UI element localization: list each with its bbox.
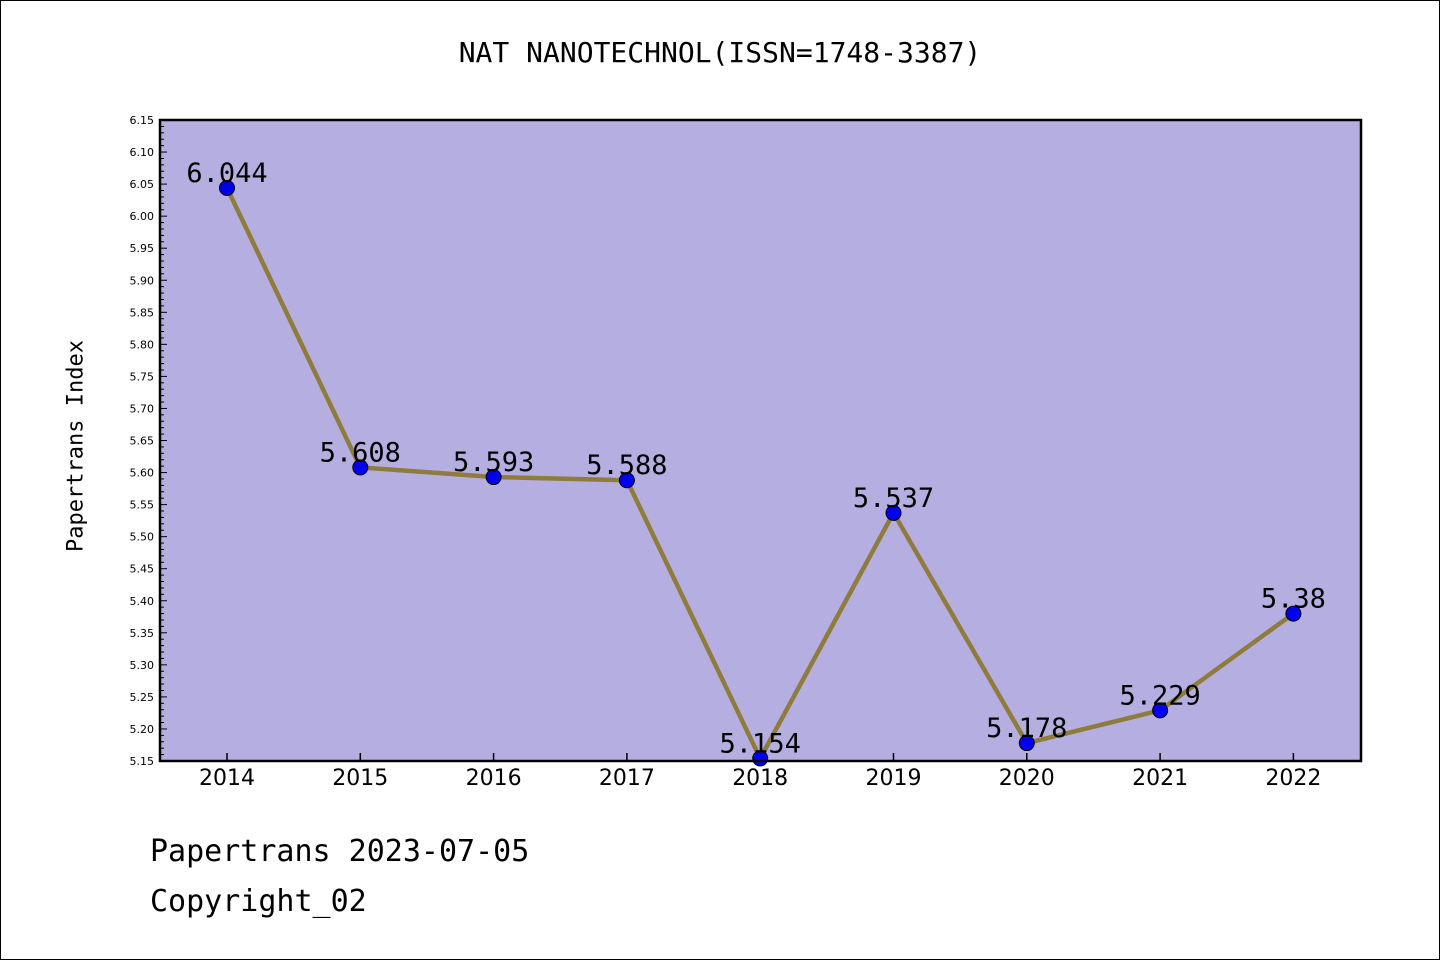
y-tick-label: 5.35	[130, 627, 155, 640]
data-point	[1285, 605, 1302, 622]
x-tick-label: 2014	[199, 766, 255, 791]
data-label: 5.38	[1261, 584, 1326, 615]
x-tick-label: 2018	[732, 766, 788, 791]
data-point	[485, 469, 502, 486]
series-layer: 6.044 5.608 5.593 5.588 5.154 5.537 5.178 5.229…	[186, 158, 1326, 767]
data-point	[1018, 735, 1035, 752]
y-tick-label: 6.15	[130, 114, 155, 127]
y-tick-label: 5.85	[130, 306, 155, 319]
y-tick-label: 5.25	[130, 691, 155, 704]
plot-border	[158, 118, 1363, 763]
y-tick-label: 5.95	[130, 242, 155, 255]
x-tick-label: 2015	[332, 766, 388, 791]
x-tick-label: 2020	[999, 766, 1055, 791]
y-tick-label: 6.00	[130, 210, 155, 223]
plot-area	[160, 120, 1361, 761]
y-tick-label: 5.45	[130, 563, 155, 576]
data-label: 6.044	[186, 158, 267, 189]
x-axis: 2014 2015 2016 2017 2018 2019 2020 2021 2022	[199, 753, 1321, 791]
y-tick-label: 5.20	[130, 723, 155, 736]
x-tick-label: 2019	[866, 766, 922, 791]
y-axis: 5.15 5.20 5.25 5.30 5.35 5.40 5.45 5.50 5.55 5.60…	[130, 114, 167, 768]
y-tick-label: 6.05	[130, 178, 155, 191]
y-tick-label: 6.10	[130, 146, 155, 159]
x-tick-label: 2021	[1132, 766, 1188, 791]
y-tick-label: 5.75	[130, 370, 155, 383]
data-label: 5.588	[586, 450, 667, 481]
data-point	[1152, 702, 1169, 719]
data-label: 5.593	[453, 447, 534, 478]
data-label: 5.229	[1119, 680, 1200, 711]
y-tick-label: 5.40	[130, 595, 155, 608]
data-label: 5.608	[320, 437, 401, 468]
x-tick-label: 2016	[466, 766, 522, 791]
footer-date: Papertrans 2023-07-05	[150, 834, 530, 869]
y-tick-label: 5.30	[130, 659, 155, 672]
y-tick-label: 5.90	[130, 274, 155, 287]
y-tick-label: 5.15	[130, 755, 155, 768]
data-point	[352, 459, 369, 476]
data-point	[618, 472, 635, 489]
y-tick-label: 5.65	[130, 435, 155, 448]
chart-title: NAT NANOTECHNOL(ISSN=1748-3387)	[458, 36, 982, 69]
y-tick-label: 5.50	[130, 531, 155, 544]
data-point	[885, 504, 902, 521]
x-tick-label: 2017	[599, 766, 655, 791]
y-tick-label: 5.80	[130, 338, 155, 351]
data-label: 5.537	[853, 483, 934, 514]
x-tick-label: 2022	[1265, 766, 1321, 791]
footer-copyright: Copyright_02	[150, 884, 367, 919]
y-tick-label: 5.70	[130, 402, 155, 415]
y-tick-label: 5.60	[130, 467, 155, 480]
data-label: 5.178	[986, 713, 1067, 744]
data-point	[219, 179, 235, 196]
data-label: 5.154	[720, 728, 801, 759]
y-tick-label: 5.55	[130, 499, 155, 512]
